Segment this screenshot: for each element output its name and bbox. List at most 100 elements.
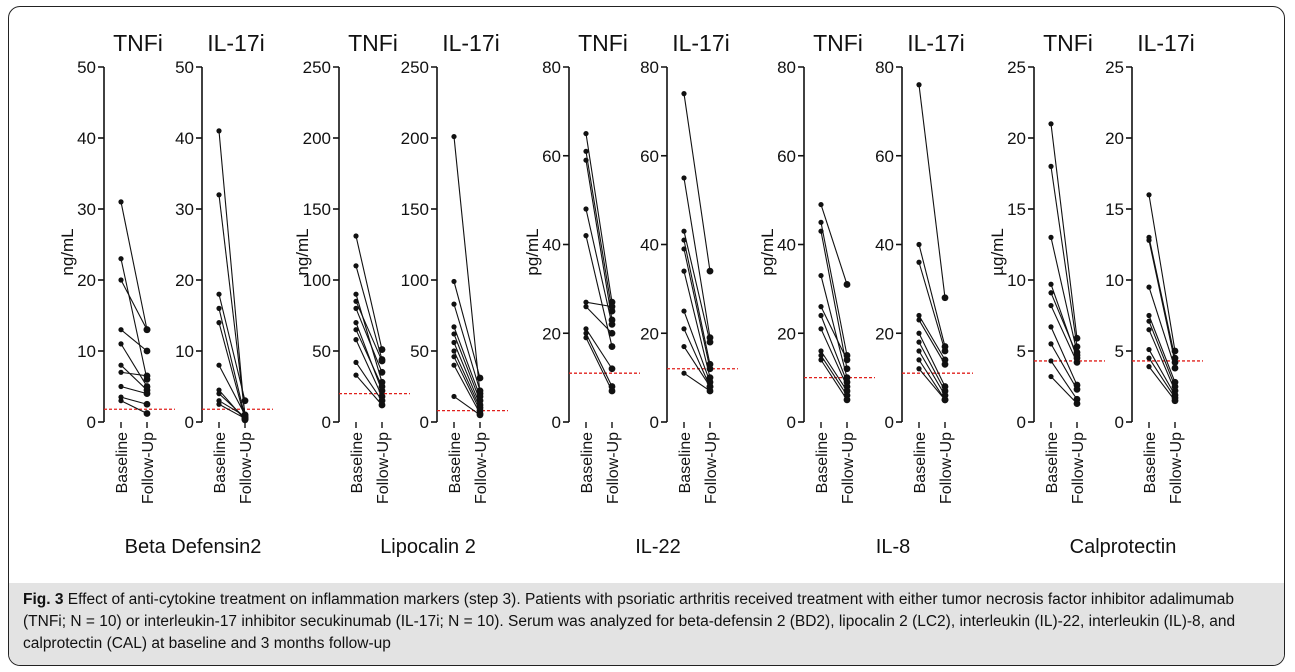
baseline-point — [916, 317, 922, 323]
baseline-point — [818, 304, 824, 310]
baseline-point — [583, 233, 589, 239]
y-tick-label: 250 — [303, 58, 331, 77]
panel-il-17i: IL-17i 0 10 20 30 40 50 Baseline Follow-Up — [175, 30, 273, 504]
baseline-point — [1146, 346, 1152, 353]
patient-line — [1148, 286, 1176, 369]
patient-line — [820, 222, 848, 356]
y-tick-label: 200 — [303, 129, 331, 148]
baseline-point — [916, 348, 922, 354]
y-tick-label: 20 — [1007, 129, 1026, 148]
patient-line — [1050, 326, 1078, 386]
baseline-point — [818, 348, 824, 354]
y-tick-label: 100 — [303, 271, 331, 290]
baseline-point — [451, 393, 457, 400]
follow-up-point — [1073, 385, 1081, 393]
patient-line — [1148, 357, 1176, 399]
follow-up-point — [143, 400, 151, 408]
y-tick-label: 60 — [875, 147, 894, 166]
baseline-point — [353, 320, 359, 326]
baseline-point — [583, 326, 589, 332]
follow-up-point — [1171, 397, 1179, 405]
baseline-point — [451, 301, 457, 307]
x-tick-label: Baseline — [447, 432, 464, 493]
y-tick-label: 20 — [77, 271, 96, 290]
y-tick-label: 30 — [77, 200, 96, 219]
baseline-point — [681, 370, 687, 376]
baseline-point — [916, 241, 922, 248]
patient-line — [820, 315, 848, 383]
patient-line — [218, 400, 246, 417]
baseline-point — [681, 326, 687, 332]
patient-line — [218, 294, 246, 401]
baseline-point — [353, 305, 359, 311]
patient-line — [453, 136, 481, 394]
baseline-point — [118, 398, 124, 404]
patient-line — [820, 231, 848, 369]
patient-line — [1148, 349, 1176, 396]
panel-tnfi: TNFi 0 20 40 60 80 Baseline Follow-Up — [542, 30, 640, 504]
y-tick-label: 15 — [1105, 200, 1124, 219]
baseline-point — [1146, 318, 1152, 324]
patient-line — [683, 310, 711, 383]
y-tick-label: 10 — [1105, 271, 1124, 290]
baseline-point — [216, 391, 222, 397]
follow-up-point — [941, 360, 949, 368]
follow-up-point — [608, 303, 616, 311]
patient-line — [1148, 315, 1176, 383]
marker-label: Lipocalin 2 — [380, 536, 476, 558]
patient-line — [585, 328, 613, 370]
baseline-point — [818, 357, 824, 363]
y-tick-label: 25 — [1007, 58, 1026, 77]
patient-line — [355, 294, 383, 383]
baseline-point — [583, 330, 589, 336]
patient-line — [820, 204, 848, 285]
baseline-point — [451, 362, 457, 368]
patient-line — [218, 194, 246, 415]
baseline-point — [451, 324, 457, 330]
baseline-point — [118, 383, 124, 390]
patient-line — [355, 362, 383, 402]
panel-tnfi: TNFi 0 50 100 150 200 250 Baseline Follow-Up — [303, 30, 410, 504]
baseline-point — [353, 291, 359, 297]
patient-line — [218, 403, 246, 419]
patient-line — [453, 326, 481, 397]
baseline-point — [1048, 358, 1054, 364]
baseline-point — [1146, 284, 1152, 290]
baseline-point — [118, 369, 124, 375]
follow-up-point — [608, 320, 616, 328]
x-tick-label: Baseline — [814, 432, 831, 493]
follow-up-point — [143, 347, 151, 355]
patient-line — [1050, 343, 1078, 390]
patient-line — [355, 308, 383, 373]
baseline-point — [916, 339, 922, 345]
follow-up-point — [378, 383, 386, 390]
y-tick-label: 250 — [401, 58, 429, 77]
baseline-point — [118, 327, 124, 333]
patient-line — [820, 359, 848, 401]
patient-line — [218, 308, 246, 418]
patient-line — [355, 374, 383, 406]
panel-tnfi: TNFi 0 20 40 60 80 Baseline Follow-Up — [777, 30, 875, 504]
y-tick-label: 10 — [175, 342, 194, 361]
baseline-point — [118, 341, 124, 347]
y-tick-label: 50 — [312, 342, 331, 361]
patient-line — [1148, 240, 1176, 363]
baseline-point — [216, 401, 222, 407]
y-tick-label: 30 — [175, 200, 194, 219]
baseline-point — [1048, 281, 1054, 287]
marker-group-1: ng/mL TNFi 0 50 100 150 200 250 Baseline Follow-U… — [293, 30, 508, 558]
baseline-point — [681, 237, 687, 243]
y-tick-label: 15 — [1007, 200, 1026, 219]
baseline-point — [216, 305, 222, 311]
baseline-point — [451, 348, 457, 354]
follow-up-point — [706, 267, 714, 275]
follow-up-point — [608, 387, 616, 395]
x-tick-label: Follow-Up — [840, 432, 857, 504]
patient-line — [453, 350, 481, 409]
baseline-point — [818, 219, 824, 225]
patient-line — [683, 239, 711, 365]
baseline-point — [1048, 341, 1054, 347]
y-tick-label: 80 — [875, 58, 894, 77]
